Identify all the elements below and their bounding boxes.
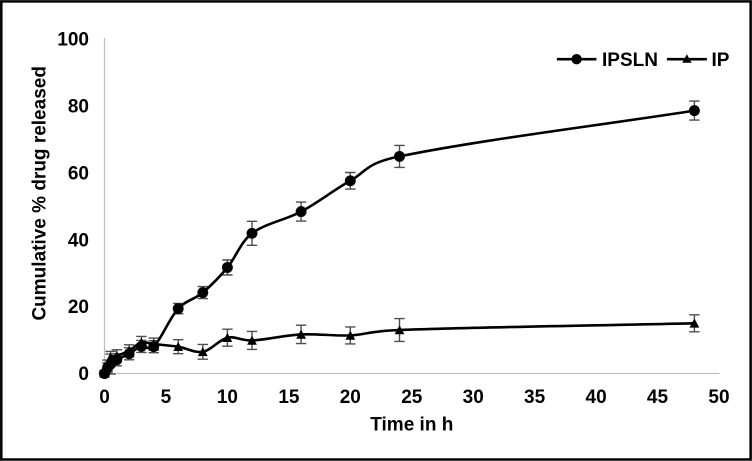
svg-text:50: 50 (708, 387, 729, 408)
svg-text:10: 10 (217, 387, 238, 408)
svg-text:15: 15 (278, 387, 300, 408)
svg-text:30: 30 (463, 387, 484, 408)
svg-text:0: 0 (99, 387, 110, 408)
svg-text:5: 5 (161, 387, 172, 408)
svg-text:40: 40 (586, 387, 607, 408)
svg-text:Cumulative % drug released: Cumulative % drug released (30, 66, 51, 320)
svg-text:45: 45 (647, 387, 669, 408)
svg-text:40: 40 (68, 230, 89, 251)
svg-text:35: 35 (524, 387, 546, 408)
svg-text:IPSLN: IPSLN (602, 50, 658, 71)
svg-text:80: 80 (68, 97, 89, 118)
svg-text:IP: IP (712, 50, 730, 71)
svg-text:60: 60 (68, 163, 89, 184)
svg-text:20: 20 (340, 387, 361, 408)
svg-text:Time in h: Time in h (370, 415, 453, 436)
svg-text:25: 25 (401, 387, 423, 408)
svg-text:100: 100 (57, 30, 89, 51)
svg-text:0: 0 (78, 364, 89, 385)
svg-text:20: 20 (68, 297, 89, 318)
